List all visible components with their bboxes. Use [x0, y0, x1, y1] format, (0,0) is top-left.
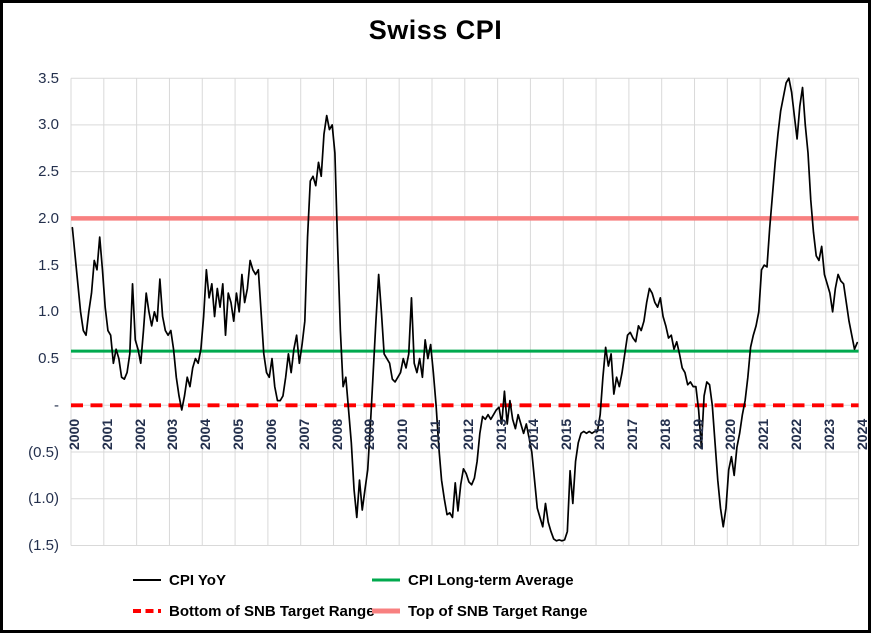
y-tick-label: 2.5 [38, 163, 59, 181]
legend-item-snb-top: Top of SNB Target Range [372, 601, 587, 621]
legend-item-snb-bottom: Bottom of SNB Target Range [133, 601, 375, 621]
x-tick-label: 2015 [558, 419, 575, 451]
legend-label: Bottom of SNB Target Range [169, 602, 375, 620]
snb-bottom-line-swatch [133, 609, 161, 613]
x-tick-label: 2018 [656, 419, 673, 451]
x-tick-label: 2014 [525, 419, 542, 451]
x-tick-label: 2019 [689, 419, 706, 451]
y-tick-label: (1.0) [28, 490, 59, 508]
y-tick-label: - [54, 396, 59, 414]
y-tick-label: 1.0 [38, 303, 59, 321]
x-tick-label: 2024 [853, 419, 870, 451]
x-tick-label: 2009 [361, 419, 378, 451]
x-tick-label: 2005 [230, 419, 247, 451]
plot-area [70, 77, 860, 546]
x-tick-label: 2006 [262, 419, 279, 451]
x-tick-label: 2004 [197, 419, 214, 451]
x-tick-label: 2008 [328, 419, 345, 451]
x-tick-label: 2003 [164, 419, 181, 451]
x-tick-label: 2001 [98, 419, 115, 451]
y-tick-label: 3.5 [38, 69, 59, 87]
legend-item-cpi-yoy: CPI YoY [133, 570, 226, 590]
y-tick-label: 1.5 [38, 256, 59, 274]
snb-top-line-swatch [372, 608, 400, 614]
y-tick-label: 0.5 [38, 350, 59, 368]
x-tick-label: 2007 [295, 419, 312, 451]
legend-label: CPI Long-term Average [408, 571, 574, 589]
x-tick-label: 2017 [623, 419, 640, 451]
cpi-yoy-line-swatch [133, 579, 161, 581]
legend-label: CPI YoY [169, 571, 226, 589]
y-tick-label: 2.0 [38, 209, 59, 227]
page-title: Swiss CPI [368, 15, 503, 45]
x-tick-label: 2012 [459, 419, 476, 451]
average-line-swatch [372, 578, 400, 582]
x-tick-label: 2016 [591, 419, 608, 451]
y-tick-label: 3.0 [38, 116, 59, 134]
cpi-yoy-line [71, 77, 859, 542]
x-tick-label: 2022 [787, 419, 804, 451]
y-tick-label: (0.5) [28, 443, 59, 461]
x-tick-label: 2023 [820, 419, 837, 451]
y-tick-label: (1.5) [28, 536, 59, 554]
x-tick-label: 2021 [755, 419, 772, 451]
x-tick-label: 2000 [66, 419, 82, 451]
legend-label: Top of SNB Target Range [408, 602, 588, 620]
x-tick-label: 2010 [394, 419, 411, 451]
x-tick-label: 2013 [492, 419, 509, 451]
x-tick-label: 2002 [131, 419, 148, 451]
legend-item-long-term-average: CPI Long-term Average [372, 570, 574, 590]
x-tick-label: 2020 [722, 419, 739, 451]
x-tick-label: 2011 [426, 419, 443, 451]
